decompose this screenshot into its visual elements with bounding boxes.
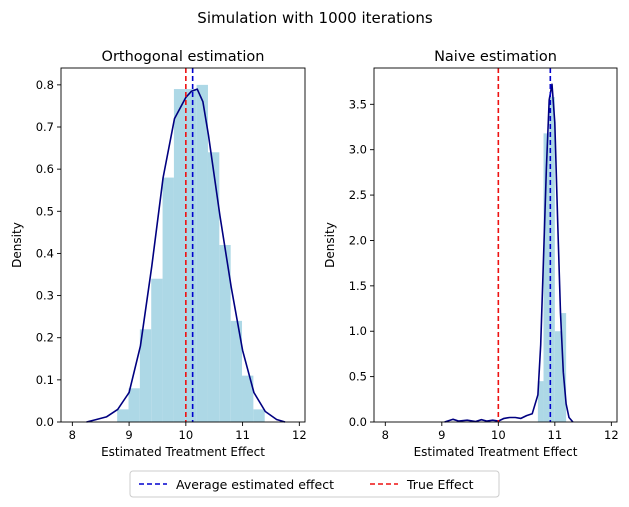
y-tick-label: 3.0 bbox=[349, 143, 367, 157]
axes-frame bbox=[373, 67, 618, 423]
y-tick-label: 0.3 bbox=[36, 289, 54, 303]
hist-bar bbox=[196, 84, 208, 422]
x-tick-label: 9 bbox=[438, 428, 445, 442]
x-axis-label: Estimated Treatment Effect bbox=[101, 445, 265, 459]
y-tick-label: 3.5 bbox=[349, 97, 367, 111]
panel-title: Naive estimation bbox=[434, 49, 557, 65]
y-tick-label: 0.6 bbox=[36, 162, 54, 176]
hist-bar bbox=[162, 177, 174, 422]
x-tick-label: 9 bbox=[125, 428, 132, 442]
y-axis-label: Density bbox=[10, 222, 24, 268]
legend-frame bbox=[129, 470, 500, 498]
hist-bar bbox=[185, 89, 197, 423]
hist-bar bbox=[117, 409, 129, 422]
x-tick-label: 10 bbox=[179, 428, 194, 442]
y-tick-label: 0.0 bbox=[349, 415, 367, 429]
x-tick-label: 10 bbox=[491, 428, 506, 442]
panel-orthogonal: 8 9 10 11 12 0.0 0.1 0.2 0.3 0.4 0.5 0.6 0.7 0.8 Ortho… bbox=[10, 49, 307, 459]
hist-bar bbox=[139, 329, 152, 422]
figure-suptitle: Simulation with 1000 iterations bbox=[197, 9, 433, 27]
hist-bar bbox=[207, 152, 220, 423]
legend-label-true: True Effect bbox=[406, 477, 474, 492]
y-tick-label: 0.5 bbox=[349, 370, 367, 384]
kde-curve bbox=[86, 88, 286, 423]
hist-bar bbox=[128, 388, 140, 422]
hist-bar bbox=[253, 409, 265, 422]
hist-bar bbox=[242, 375, 254, 422]
kde-curve bbox=[444, 83, 574, 423]
y-tick-label: 0.1 bbox=[36, 373, 54, 387]
axes-frame bbox=[60, 67, 306, 423]
panel-title: Orthogonal estimation bbox=[102, 49, 265, 65]
y-tick-label: 1.0 bbox=[349, 324, 367, 338]
hist-bar bbox=[543, 133, 550, 422]
x-tick-label: 8 bbox=[69, 428, 76, 442]
x-tick-label: 12 bbox=[292, 428, 307, 442]
x-tick-label: 11 bbox=[548, 428, 563, 442]
hist-bar bbox=[230, 320, 243, 422]
hist-bar bbox=[554, 331, 561, 422]
x-tick-label: 11 bbox=[235, 428, 250, 442]
hist-bar bbox=[549, 97, 555, 423]
x-tick-label: 12 bbox=[604, 428, 619, 442]
hist-bar bbox=[219, 245, 231, 422]
legend-label-average: Average estimated effect bbox=[176, 477, 334, 492]
y-tick-label: 0.2 bbox=[36, 331, 54, 345]
y-tick-label: 2.0 bbox=[349, 233, 367, 247]
hist-bar bbox=[151, 278, 163, 422]
legend: Average estimated effect True Effect bbox=[129, 470, 500, 498]
y-tick-label: 0.0 bbox=[36, 415, 54, 429]
panel-naive: 8 9 10 11 12 0.0 0.5 1.0 1.5 2.0 2.5 3.0 3.5 Naive es… bbox=[323, 49, 619, 459]
x-axis-label: Estimated Treatment Effect bbox=[414, 445, 578, 459]
hist-bar bbox=[537, 381, 544, 422]
y-tick-label: 1.5 bbox=[349, 279, 367, 293]
y-tick-label: 2.5 bbox=[349, 188, 367, 202]
y-axis-label: Density bbox=[323, 222, 337, 268]
y-tick-label: 0.8 bbox=[36, 78, 54, 92]
y-tick-label: 0.4 bbox=[36, 246, 54, 260]
x-tick-label: 8 bbox=[382, 428, 389, 442]
y-tick-label: 0.7 bbox=[36, 120, 54, 134]
y-tick-label: 0.5 bbox=[36, 204, 54, 218]
hist-bar bbox=[173, 89, 186, 423]
